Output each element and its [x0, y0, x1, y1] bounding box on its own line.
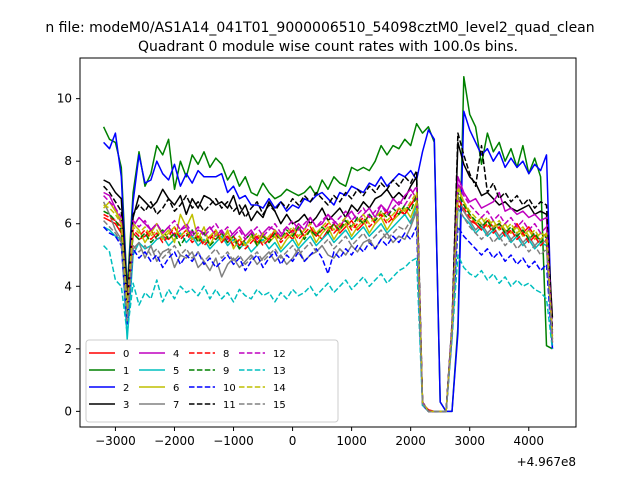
- series-line-11: [103, 132, 554, 413]
- series-line-6: [103, 185, 554, 413]
- legend-label-2: 2: [123, 383, 129, 394]
- series-line-10: [103, 226, 554, 413]
- y-tick-label: 6: [64, 217, 72, 231]
- legend-label-14: 14: [273, 383, 286, 394]
- legend-label-8: 8: [223, 349, 229, 360]
- x-tick-label: 2000: [395, 434, 426, 448]
- x-tick-label: 3000: [454, 434, 485, 448]
- x-tick-label: −1000: [213, 434, 254, 448]
- legend-label-5: 5: [173, 366, 179, 377]
- legend-label-11: 11: [223, 400, 236, 411]
- series-line-14: [103, 188, 554, 413]
- legend-label-13: 13: [273, 366, 286, 377]
- series-line-15: [103, 207, 554, 413]
- legend-label-0: 0: [123, 349, 129, 360]
- series-layer: [102, 76, 554, 413]
- series-line-1: [102, 76, 553, 413]
- legend-label-12: 12: [273, 349, 286, 360]
- x-tick-label: −3000: [95, 434, 136, 448]
- plot-frame: [79, 57, 577, 428]
- x-tick-label: 1000: [336, 434, 367, 448]
- series-line-9: [103, 191, 554, 413]
- legend-label-6: 6: [173, 383, 179, 394]
- legend-label-15: 15: [273, 400, 286, 411]
- x-tick-label: −2000: [154, 434, 195, 448]
- x-tick-label: 4000: [513, 434, 544, 448]
- y-tick-label: 10: [57, 92, 72, 106]
- legend-label-3: 3: [123, 400, 129, 411]
- legend-label-1: 1: [123, 366, 129, 377]
- legend-label-9: 9: [223, 366, 229, 377]
- legend-label-7: 7: [173, 400, 179, 411]
- chart-suptitle: n file: modeM0/AS1A14_041T01_9000006510_…: [45, 20, 594, 36]
- y-tick-label: 2: [64, 342, 72, 356]
- series-line-8: [103, 197, 554, 413]
- x-tick-label: 0: [289, 434, 297, 448]
- x-offset-label: +4.967e8: [517, 455, 576, 469]
- y-tick-label: 4: [64, 279, 72, 293]
- legend-box: [85, 339, 339, 423]
- chart-title: Quadrant 0 module wise count rates with …: [138, 39, 518, 55]
- series-line-2: [103, 110, 554, 413]
- series-line-13: [103, 245, 554, 413]
- y-tick-label: 8: [64, 154, 72, 168]
- series-line-12: [103, 182, 554, 413]
- y-tick-label: 0: [64, 404, 72, 418]
- legend-label-10: 10: [223, 383, 236, 394]
- legend-label-4: 4: [173, 349, 179, 360]
